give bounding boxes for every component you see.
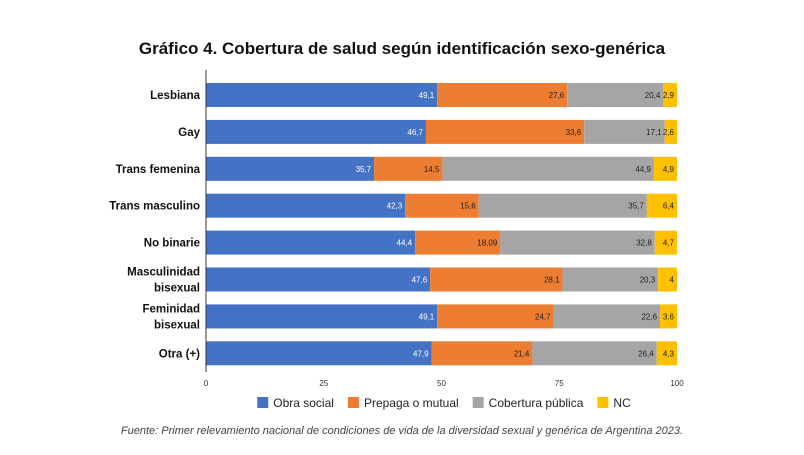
category-label: No binarie (144, 238, 200, 250)
legend-label: Obra social (273, 396, 334, 410)
bar-segment (206, 156, 375, 181)
data-label: 2,9 (663, 91, 675, 100)
bar-segment (425, 119, 585, 144)
bars: 49,1 27,6 20,4 2,946,7 33,6 17,1 2,635,7 14,5 44… (206, 83, 677, 366)
x-tick-label: 0 (204, 379, 209, 388)
data-label: 26,4 (638, 349, 654, 358)
source-note: Fuente: Primer relevamiento nacional de … (120, 425, 684, 437)
category-label: bisexual (154, 319, 200, 331)
category-label: Lesbiana (150, 90, 200, 102)
data-label: 35,7 (628, 202, 644, 211)
legend-item: Prepaga o mutual (347, 396, 459, 410)
x-tick-label: 100 (670, 379, 684, 388)
data-label: 14,5 (424, 165, 440, 174)
data-label: 47,9 (413, 349, 429, 358)
category-label: Masculinidad (127, 267, 200, 279)
data-label: 6,4 (663, 202, 675, 211)
bar-segment (663, 83, 677, 107)
data-label: 3,6 (663, 312, 675, 321)
bar-segment (206, 83, 438, 107)
bar-segment (658, 267, 677, 292)
legend-swatch (472, 397, 484, 408)
data-label: 44,4 (397, 239, 413, 248)
data-label: 4 (670, 276, 675, 285)
x-tick-label: 75 (555, 379, 564, 388)
data-label: 24,7 (535, 312, 551, 321)
bar-segment (206, 267, 431, 292)
data-label: 49,1 (419, 91, 435, 100)
chart-title: Gráfico 4. Cobertura de salud según iden… (139, 39, 666, 58)
bar-segment (206, 341, 432, 366)
bar-segment (532, 341, 657, 366)
data-label: 4,7 (663, 239, 675, 248)
bar-segment (430, 267, 563, 292)
legend-label: Cobertura pública (489, 396, 584, 410)
bar-segment (415, 230, 501, 255)
category-label: Otra (+) (159, 348, 200, 360)
category-label: Trans masculino (109, 201, 200, 213)
data-label: 28,1 (544, 276, 560, 285)
bar-segment (206, 193, 406, 218)
data-label: 49,1 (419, 312, 435, 321)
category-label: bisexual (154, 283, 200, 295)
data-label: 21,4 (514, 349, 530, 358)
legend-swatch (597, 397, 609, 408)
bar-segment (405, 193, 479, 218)
data-label: 4,3 (663, 349, 675, 358)
x-tick-label: 25 (319, 379, 328, 388)
data-label: 20,4 (645, 91, 661, 100)
data-label: 44,9 (635, 165, 651, 174)
data-label: 2,6 (663, 128, 675, 137)
legend-item: NC (597, 396, 631, 410)
category-labels: Lesbiana Gay Trans femenina Trans masculino… (109, 90, 200, 360)
bar-segment (437, 304, 554, 329)
bar-segment (374, 156, 443, 181)
data-label: 18,09 (477, 239, 498, 248)
data-label: 47,6 (412, 276, 428, 285)
bar-segment (584, 119, 665, 144)
category-label: Feminidad (142, 303, 200, 315)
bar-segment (553, 304, 661, 329)
data-label: 17,1 (646, 128, 662, 137)
legend-item: Obra social (257, 396, 334, 410)
data-label: 27,6 (549, 91, 565, 100)
bar-segment (206, 304, 438, 329)
bar-segment (478, 193, 647, 218)
legend: Obra social Prepaga o mutual Cobertura púb… (257, 396, 631, 410)
data-label: 15,6 (460, 202, 476, 211)
legend-swatch (347, 397, 359, 408)
bar-segment (664, 119, 677, 144)
data-label: 20,3 (640, 276, 656, 285)
data-label: 42,3 (387, 202, 403, 211)
x-axis-ticks: 0 25 50 75 100 (204, 379, 684, 388)
bar-segment (660, 304, 677, 329)
bar-segment (653, 156, 677, 181)
x-tick-label: 50 (437, 379, 446, 388)
bar-segment (567, 83, 664, 107)
category-label: Gay (178, 127, 200, 139)
bar-segment (500, 230, 655, 255)
bar-segment (442, 156, 654, 181)
data-label: 35,7 (356, 165, 372, 174)
data-label: 32,8 (636, 239, 652, 248)
data-label: 4,9 (663, 165, 675, 174)
bar-segment (206, 230, 416, 255)
bar-segment (646, 193, 677, 218)
bar-segment (437, 83, 568, 107)
legend-item: Cobertura pública (472, 396, 584, 410)
category-label: Trans femenina (116, 164, 201, 176)
data-label: 33,6 (566, 128, 582, 137)
data-label: 22,6 (641, 312, 657, 321)
legend-swatch (257, 397, 269, 408)
bar-segment (654, 230, 677, 255)
bar-segment (656, 341, 677, 366)
legend-label: NC (613, 396, 631, 410)
bar-segment (562, 267, 659, 292)
data-label: 46,7 (407, 128, 423, 137)
bar-segment (431, 341, 533, 366)
bar-segment (206, 119, 426, 144)
legend-label: Prepaga o mutual (364, 396, 459, 410)
